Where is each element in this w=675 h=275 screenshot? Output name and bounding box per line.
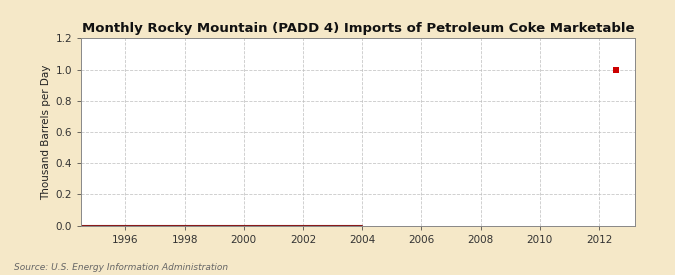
Title: Monthly Rocky Mountain (PADD 4) Imports of Petroleum Coke Marketable: Monthly Rocky Mountain (PADD 4) Imports …	[82, 21, 634, 35]
Text: Source: U.S. Energy Information Administration: Source: U.S. Energy Information Administ…	[14, 263, 227, 272]
Y-axis label: Thousand Barrels per Day: Thousand Barrels per Day	[41, 64, 51, 200]
